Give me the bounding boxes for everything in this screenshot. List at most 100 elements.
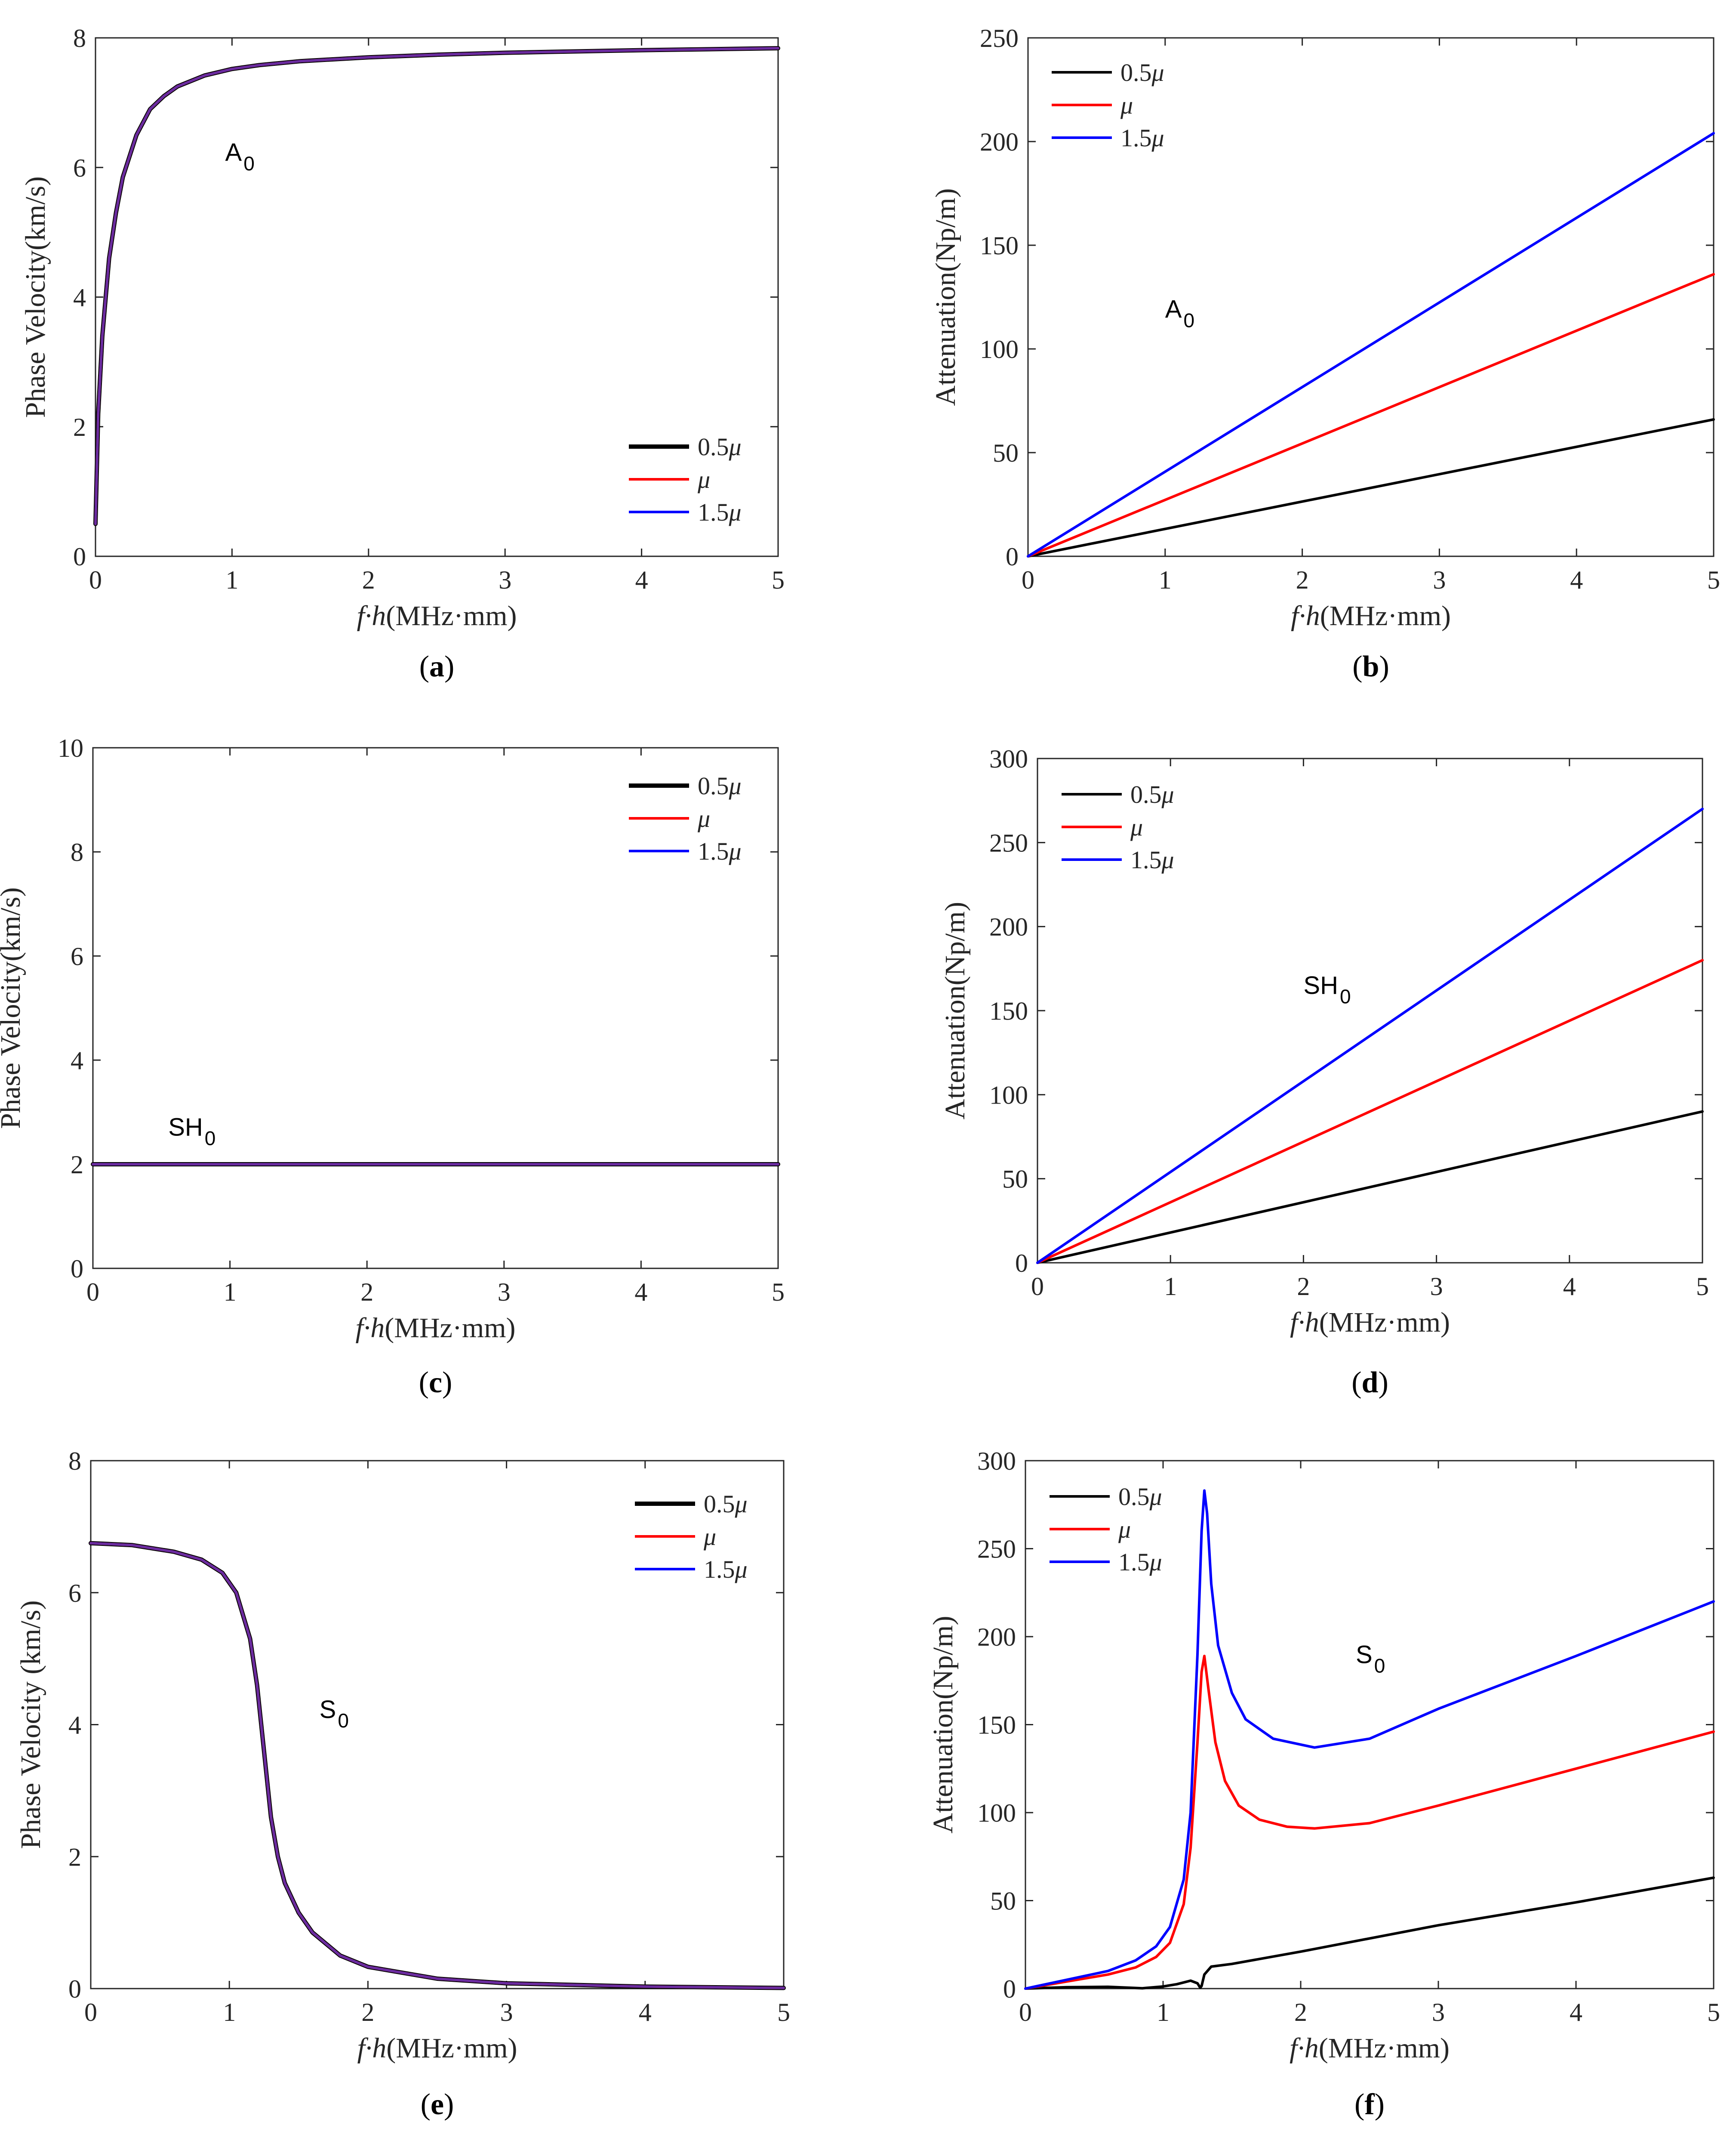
y-tick-label: 2: [68, 1843, 81, 1871]
x-tick-label: 5: [772, 1278, 785, 1306]
x-tick-label: 1: [225, 566, 238, 594]
legend-label: 1.5μ: [1130, 846, 1174, 874]
x-axis-label-unit: (MHz·mm): [1320, 600, 1451, 632]
y-axis-label: Phase Velocity (km/s): [15, 1600, 46, 1849]
y-tick-label: 0: [73, 543, 86, 571]
y-tick-label: 2: [71, 1150, 83, 1179]
legend-label: μ: [703, 1523, 716, 1551]
panel-b: 0 1 2 3 4 5050100150200250f·h(MHz·mm)Attenuat…: [930, 24, 1720, 683]
x-tick-label: 5: [772, 566, 785, 594]
legend-label: μ: [697, 805, 710, 833]
x-axis-label-variable: f·h: [357, 2032, 386, 2064]
y-tick-label: 2: [73, 413, 86, 441]
x-tick-label: 1: [1159, 566, 1172, 594]
series-line-1: [1036, 959, 1704, 1264]
y-tick-label: 250: [977, 1535, 1016, 1564]
series-line-0: [93, 46, 780, 526]
y-axis-label: Attenuation(Np/m): [930, 188, 961, 406]
y-tick-label: 6: [73, 154, 86, 182]
x-tick-label: 1: [1157, 1998, 1170, 2026]
panel-caption: (e): [421, 2088, 454, 2121]
y-tick-label: 8: [71, 838, 83, 867]
y-tick-label: 150: [980, 231, 1019, 260]
legend-label: 0.5μ: [1130, 780, 1174, 808]
panel-c: 0 1 2 3 4 5 0 2 4 6 8 10 f·h(MHz·mm) Phase Velocity(k…: [0, 734, 785, 1399]
y-tick-label: 4: [71, 1046, 83, 1075]
y-tick-label: 8: [73, 24, 86, 52]
panel-e: 0 1 2 3 4 5 0 2 4 6 8 f·h(MHz·mm) Phase Velocity (km…: [15, 1447, 790, 2121]
y-axis-label: Attenuation(Np/m): [927, 1616, 959, 1834]
x-tick-label: 0: [1031, 1272, 1044, 1301]
x-tick-label: 2: [1294, 1998, 1307, 2026]
panel-f: 0 1 2 3 4 5050100150200250300f·h(MHz·mm)Atten…: [927, 1447, 1720, 2121]
legend-label: 1.5μ: [1118, 1548, 1162, 1576]
x-axis-label: f·h(MHz·mm): [1291, 600, 1451, 632]
x-tick-label: 3: [500, 1998, 513, 2026]
x-axis-label-variable: f·h: [1290, 2032, 1319, 2064]
x-tick-label: 1: [223, 1998, 236, 2026]
y-tick-label: 200: [989, 913, 1028, 941]
panel-caption: (d): [1351, 1366, 1388, 1399]
legend-label: μ: [697, 466, 710, 493]
x-tick-label: 4: [634, 1278, 647, 1306]
y-tick-label: 250: [980, 24, 1019, 52]
mode-annotation: SH0: [1303, 971, 1351, 1008]
x-tick-label: 4: [639, 1998, 652, 2026]
y-tick-label: 6: [71, 942, 83, 971]
y-tick-label: 0: [71, 1255, 83, 1283]
x-axis-label: f·h(MHz·mm): [355, 1312, 515, 1344]
legend-label: 0.5μ: [704, 1490, 748, 1518]
y-tick-label: 200: [977, 1623, 1016, 1651]
x-axis-label-unit: (MHz·mm): [1319, 1307, 1450, 1338]
legend-label: 1.5μ: [704, 1555, 748, 1583]
legend-label: 1.5μ: [698, 837, 742, 865]
x-axis-label-unit: (MHz·mm): [386, 2032, 517, 2064]
y-tick-label: 100: [977, 1799, 1016, 1827]
y-tick-label: 150: [977, 1711, 1016, 1739]
x-axis-label: f·h(MHz·mm): [1290, 1307, 1450, 1338]
x-axis-label-variable: f·h: [355, 1312, 385, 1344]
mode-annotation: A0: [1165, 296, 1194, 332]
x-axis-label-unit: (MHz·mm): [385, 1312, 515, 1344]
y-tick-label: 0: [1006, 543, 1019, 571]
legend-label: μ: [1120, 91, 1133, 119]
x-tick-label: 0: [1019, 1998, 1032, 2026]
y-tick-label: 50: [993, 439, 1019, 467]
y-axis-label: Phase Velocity(km/s): [20, 176, 51, 418]
x-tick-label: 5: [1696, 1272, 1709, 1301]
x-tick-label: 0: [89, 566, 102, 594]
y-tick-label: 100: [980, 335, 1019, 364]
series-line-1: [1024, 1655, 1715, 1990]
mode-annotation: SH0: [168, 1113, 215, 1149]
series-line-0: [1027, 418, 1715, 558]
series-line-2: [1027, 132, 1715, 558]
x-tick-label: 3: [1430, 1272, 1443, 1301]
panel-caption: (c): [419, 1366, 452, 1399]
y-tick-label: 4: [68, 1711, 81, 1739]
y-tick-label: 6: [68, 1579, 81, 1607]
legend-label: 0.5μ: [698, 433, 742, 461]
legend-label: μ: [1118, 1515, 1131, 1543]
y-tick-label: 150: [989, 997, 1028, 1025]
panel-caption: (b): [1352, 650, 1389, 683]
axes-box: [92, 747, 779, 1269]
series-line-0: [1024, 1876, 1715, 1990]
series-line-0: [1036, 1110, 1704, 1264]
y-tick-label: 0: [68, 1975, 81, 2003]
y-axis-label: Phase Velocity(km/s): [0, 887, 26, 1129]
x-tick-label: 0: [86, 1278, 99, 1306]
legend-label: 1.5μ: [698, 498, 742, 526]
x-axis-label-unit: (MHz·mm): [386, 600, 517, 632]
panel-caption: (f): [1354, 2088, 1385, 2121]
legend-label: μ: [1130, 813, 1143, 841]
mode-annotation: S0: [1356, 1641, 1385, 1677]
x-axis-label: f·h(MHz·mm): [357, 2032, 517, 2064]
y-tick-label: 10: [58, 734, 83, 762]
y-tick-label: 50: [990, 1887, 1016, 1915]
x-tick-label: 2: [1297, 1272, 1310, 1301]
y-tick-label: 4: [73, 284, 86, 312]
panel-caption: (a): [419, 650, 455, 683]
x-tick-label: 3: [499, 566, 511, 594]
y-tick-label: 50: [1002, 1165, 1028, 1193]
axes-box: [90, 1460, 785, 1989]
